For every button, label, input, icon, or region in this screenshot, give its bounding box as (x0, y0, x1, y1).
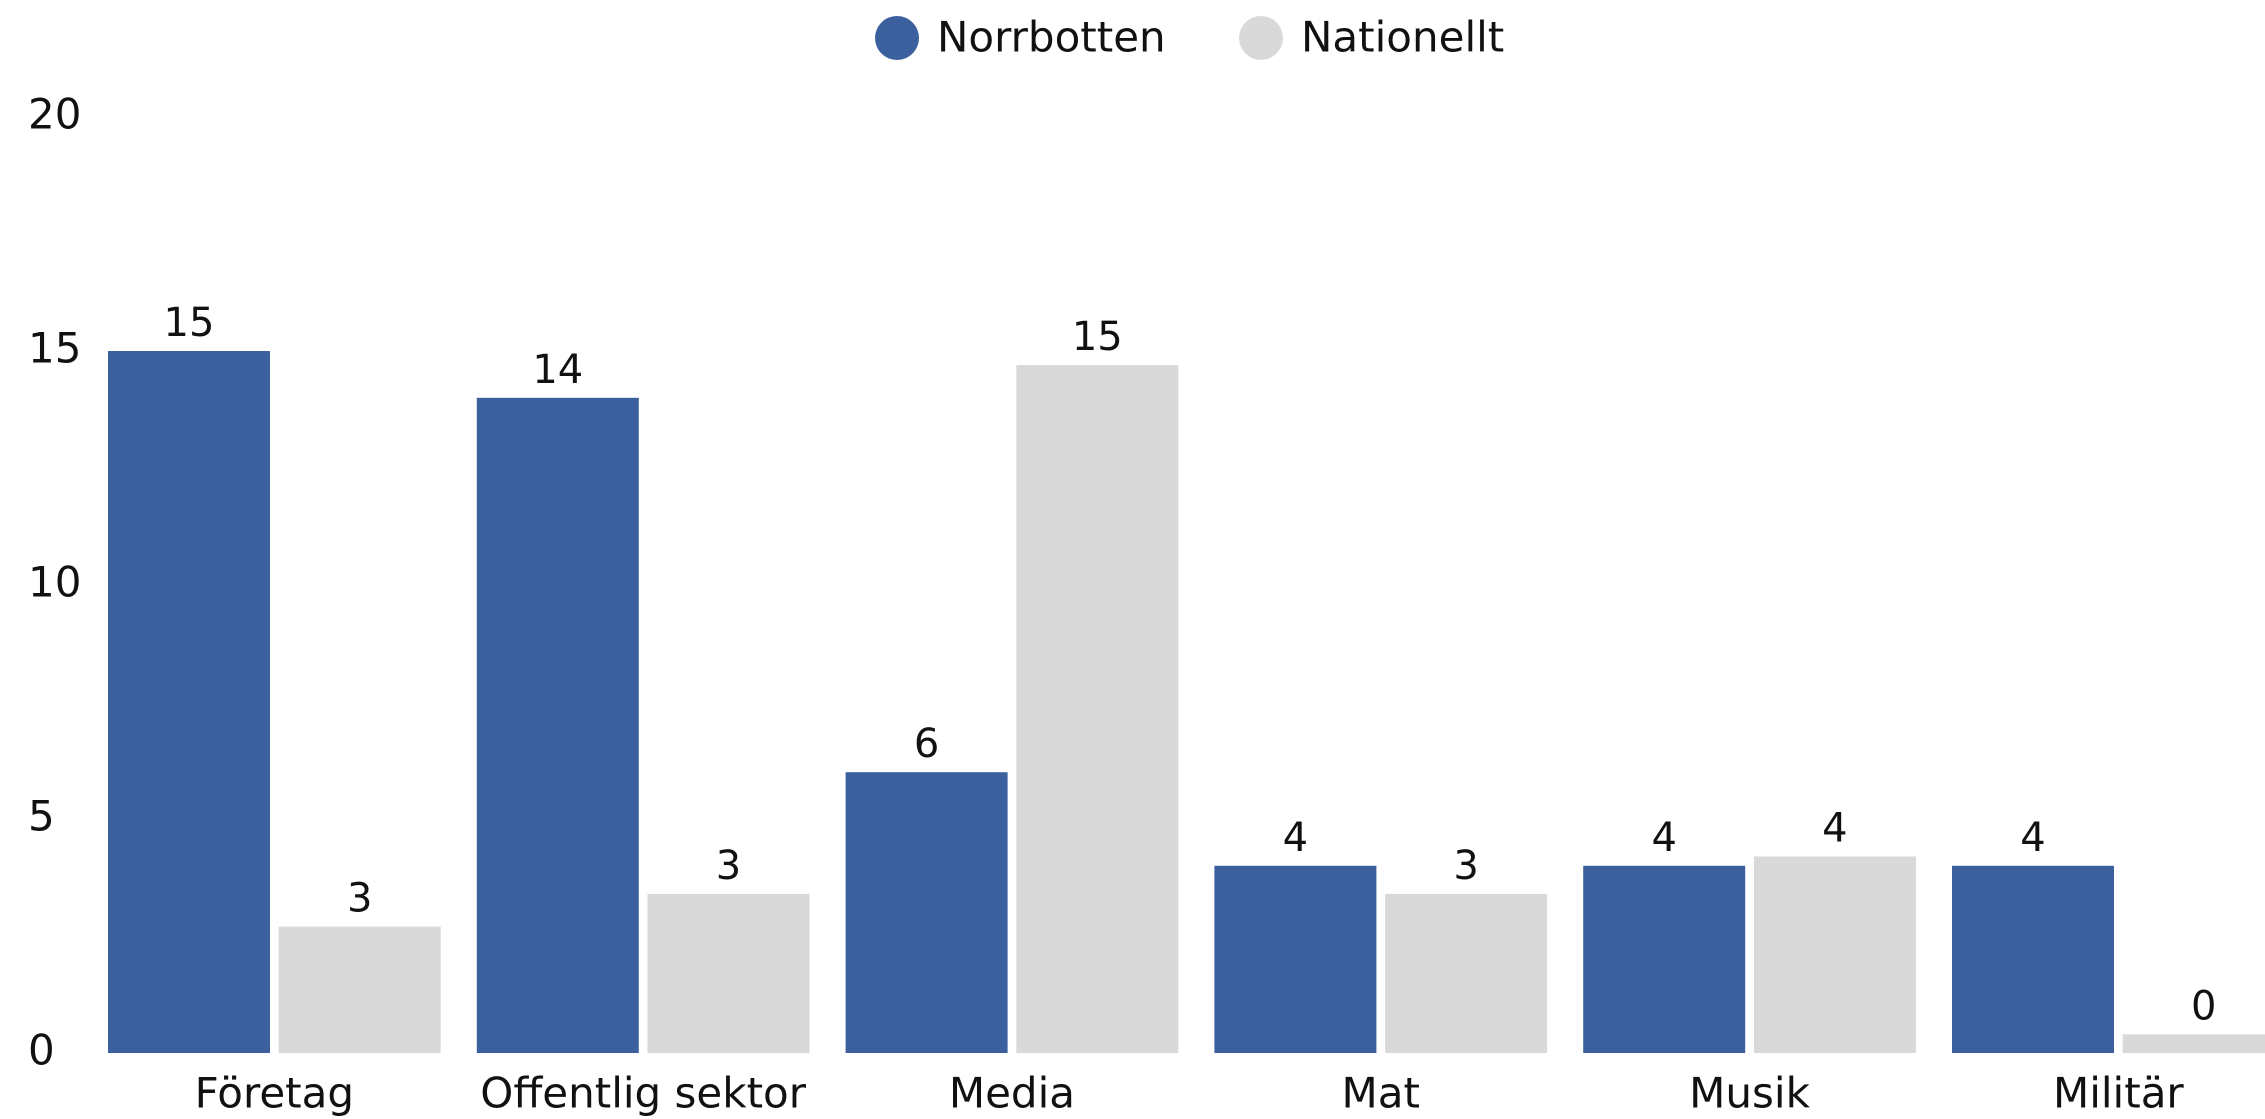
y-tick-label: 5 (28, 792, 55, 841)
bar (1753, 856, 1916, 1053)
x-tick-label: Företag (195, 1069, 354, 1118)
bar (1952, 865, 2114, 1053)
legend-swatch (1239, 16, 1283, 60)
x-tick-label: Musik (1689, 1069, 1810, 1118)
y-tick-label: 20 (28, 90, 81, 139)
data-label: 4 (1283, 815, 1308, 861)
bar (647, 893, 810, 1053)
bar (1016, 365, 1179, 1053)
data-label: 4 (1651, 815, 1676, 861)
y-tick-label: 0 (28, 1026, 55, 1075)
data-label: 0 (2191, 983, 2216, 1029)
data-label: 4 (1822, 805, 1847, 851)
x-tick-label: Mat (1342, 1069, 1420, 1118)
data-label: 3 (347, 876, 372, 922)
data-label: 6 (914, 721, 939, 767)
bar (1385, 893, 1548, 1053)
bar (845, 772, 1008, 1053)
x-tick-label: Militär (2053, 1069, 2184, 1118)
x-tick-label: Offentlig sektor (480, 1069, 806, 1118)
y-tick-label: 10 (28, 558, 81, 607)
x-tick-label: Media (949, 1069, 1075, 1118)
data-label: 3 (716, 843, 741, 889)
data-label: 15 (164, 300, 215, 346)
legend-label: Norrbotten (937, 13, 1166, 62)
data-label: 15 (1072, 314, 1123, 360)
data-label: 14 (532, 347, 583, 393)
legend-label: Nationellt (1301, 13, 1504, 62)
bar (476, 397, 639, 1053)
data-label: 3 (1453, 843, 1478, 889)
data-label: 4 (2020, 815, 2045, 861)
bar (1583, 865, 1746, 1053)
y-tick-label: 15 (28, 324, 81, 373)
legend-swatch (875, 16, 919, 60)
bar (2122, 1034, 2265, 1053)
bar (108, 351, 270, 1053)
bar (278, 926, 441, 1053)
bar (1214, 865, 1377, 1053)
